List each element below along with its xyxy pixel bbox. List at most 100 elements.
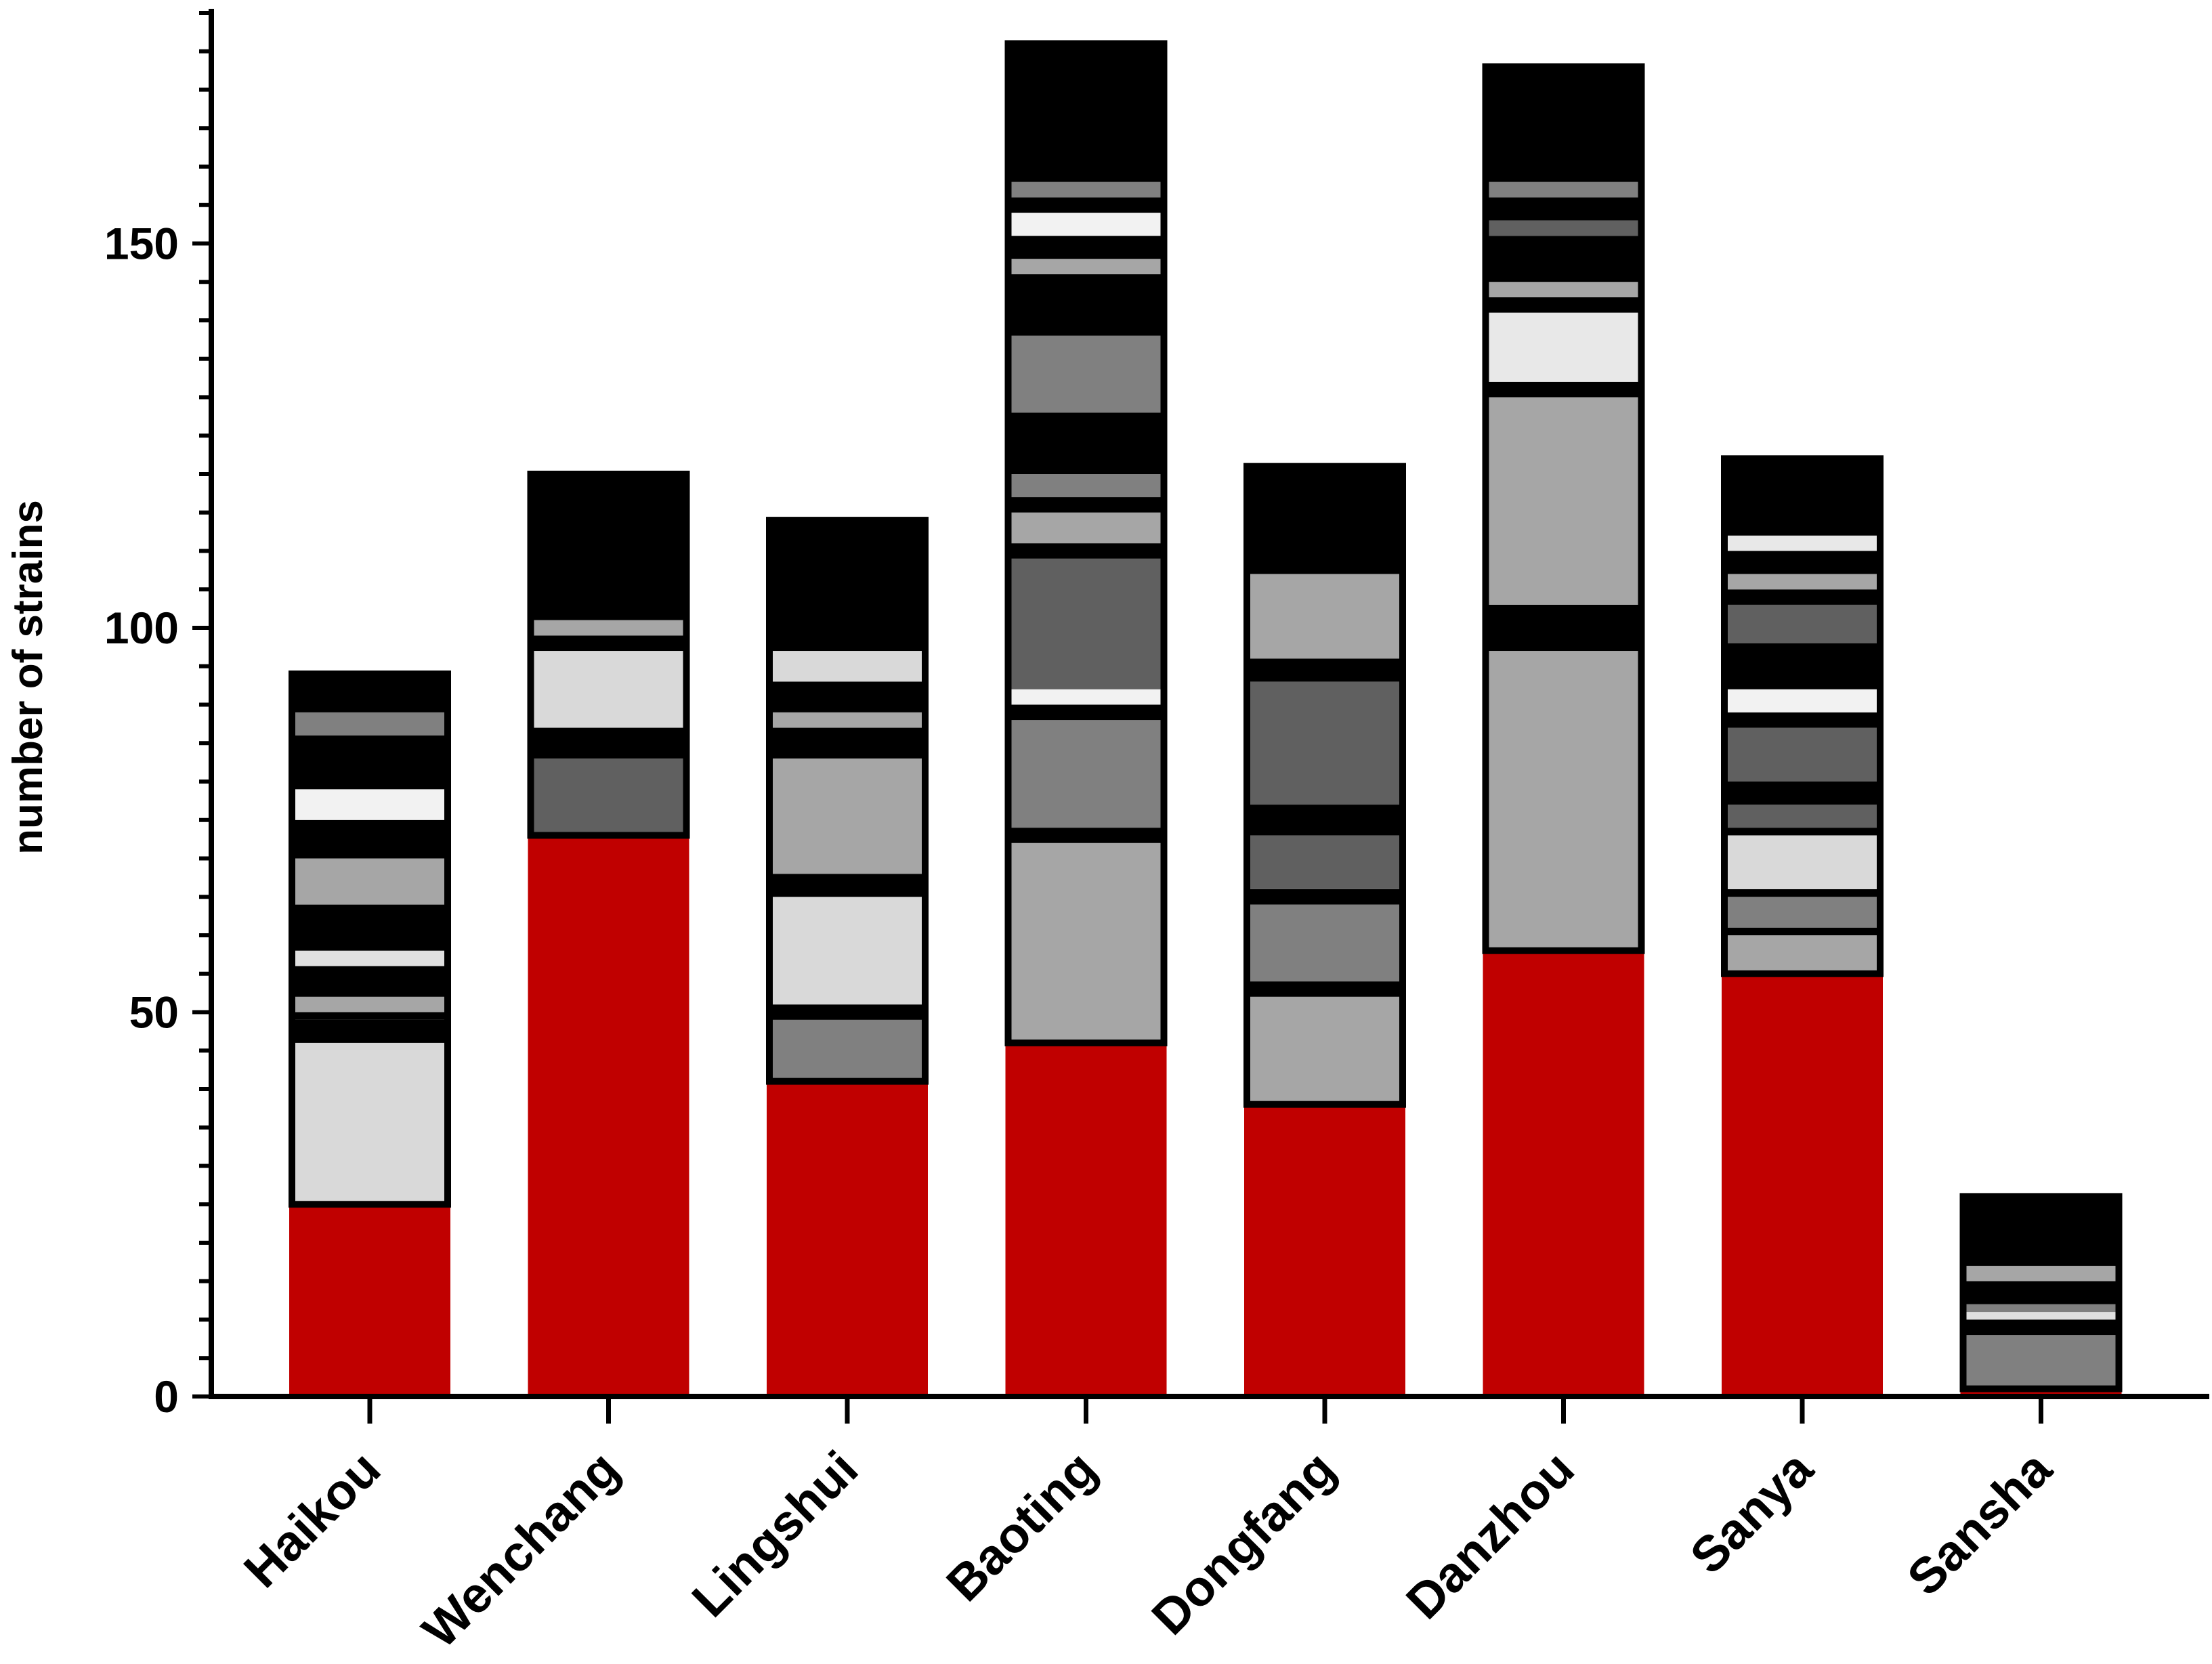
bar-segment [1008,412,1164,474]
bar-stack-outline [527,471,690,839]
bar-segment-red [1722,973,1883,1396]
x-tick-label-wenchang: Wenchang [412,1441,630,1659]
bar-segment [769,520,925,652]
bar-segment [1247,904,1403,982]
bar-segment [1485,381,1642,398]
bar-segment [1008,335,1164,413]
bar-segment [1008,474,1164,498]
bar-segment [1008,704,1164,721]
bar-segment [292,712,448,735]
bar-segment [1008,828,1164,843]
bar-segment [1724,935,1880,974]
bar-segment-red [1244,1104,1405,1396]
bar-segment [1963,1319,2119,1336]
bar-stack-danzhou [1482,63,1645,1396]
bar-segment [769,758,925,874]
bar-segment [1485,220,1642,236]
bar-segment [1485,397,1642,605]
bar-segment [1008,197,1164,213]
bar-segment [769,712,925,728]
bar-segment [1724,458,1880,536]
bar-segment [1008,43,1164,182]
bar-segment [1724,643,1880,689]
x-tick-label-sanya: Sanya [1679,1440,1823,1584]
bar-segment-red [767,1081,928,1396]
bar-segment [1008,236,1164,259]
bar-segment [1485,182,1642,198]
bar-segment [1485,197,1642,221]
bar-segment [769,681,925,712]
bar-segment [1724,551,1880,574]
bar-segment [292,950,448,966]
bar-segment [1963,1304,2119,1313]
bar-segment [1008,182,1164,198]
bar-segment [1247,981,1403,997]
bar-segment [292,674,448,712]
bar-segment [1008,689,1164,705]
bar-stack-outline [1243,463,1406,1108]
bar-segment [1963,1196,2119,1266]
bar-segment [1485,651,1642,951]
bar-segment [1963,1335,2119,1389]
bar-stack-wenchang [527,471,690,1396]
bar-segment [769,727,925,759]
bar-segment [1008,274,1164,336]
bar-segment-red [528,835,689,1396]
bar-segment [1247,574,1403,659]
bar-segment [1724,589,1880,605]
bar-segment [292,819,448,859]
x-tick-label-sansha: Sansha [1896,1440,2062,1606]
bar-segment [1724,604,1880,643]
bar-segment [1485,297,1642,313]
bar-stack-dongfang [1243,463,1406,1396]
bar-segment [769,1019,925,1082]
bar-segment [292,966,448,997]
bar-segment [1724,574,1880,590]
bar-stack-outline [1004,40,1168,1046]
bar-stack-sanya [1721,455,1884,1396]
bar-segment [1008,497,1164,513]
bar-segment [1008,213,1164,236]
bar-segment [1247,996,1403,1105]
bar-segment [1724,782,1880,805]
bar-segment [530,758,687,836]
bar-segment [1247,805,1403,836]
bar-segment [1724,897,1880,928]
bar-segment [1008,259,1164,274]
bar-segment [1247,466,1403,574]
bar-segment-red [289,1204,450,1396]
bar-segment [292,904,448,951]
bar-segment [530,474,687,620]
bar-segment [530,620,687,636]
bar-segment [1963,1312,2119,1320]
y-axis: 0 50 100 150 [104,9,214,1422]
bar-segment [769,874,925,897]
bar-segment [292,996,448,1012]
bar-segment [1485,282,1642,297]
bar-stack-outline [766,517,929,1085]
bar-segment [530,635,687,652]
bar-segment [769,651,925,682]
bar-segment [1724,712,1880,728]
bar-segment [292,858,448,905]
bar-segment [1963,1266,2119,1281]
bar-segment [1008,842,1164,1043]
x-tick-label-haikou: Haikou [233,1441,391,1598]
bar-segment [292,789,448,820]
bar-stack-outline [289,670,451,1208]
y-tick-label: 50 [129,987,179,1038]
bar-segment [292,1012,448,1020]
bar-stack-haikou [289,670,451,1396]
bar-segment [769,897,925,1005]
bar-segment [1247,681,1403,805]
bar-stack-sansha [1959,1193,2123,1396]
bar-segment [1724,889,1880,897]
bar-stack-lingshui [766,517,929,1396]
x-tick-label-dongfang: Dongfang [1141,1441,1346,1646]
bar-segment [769,1004,925,1020]
bar-segment-red [1960,1388,2122,1396]
bar-segment [1008,512,1164,544]
bar-segment [1485,312,1642,382]
x-axis: Haikou Wenchang Lingshui Baoting Dongfang Dan… [209,1394,2209,1659]
bar-segment-red [1005,1042,1167,1396]
